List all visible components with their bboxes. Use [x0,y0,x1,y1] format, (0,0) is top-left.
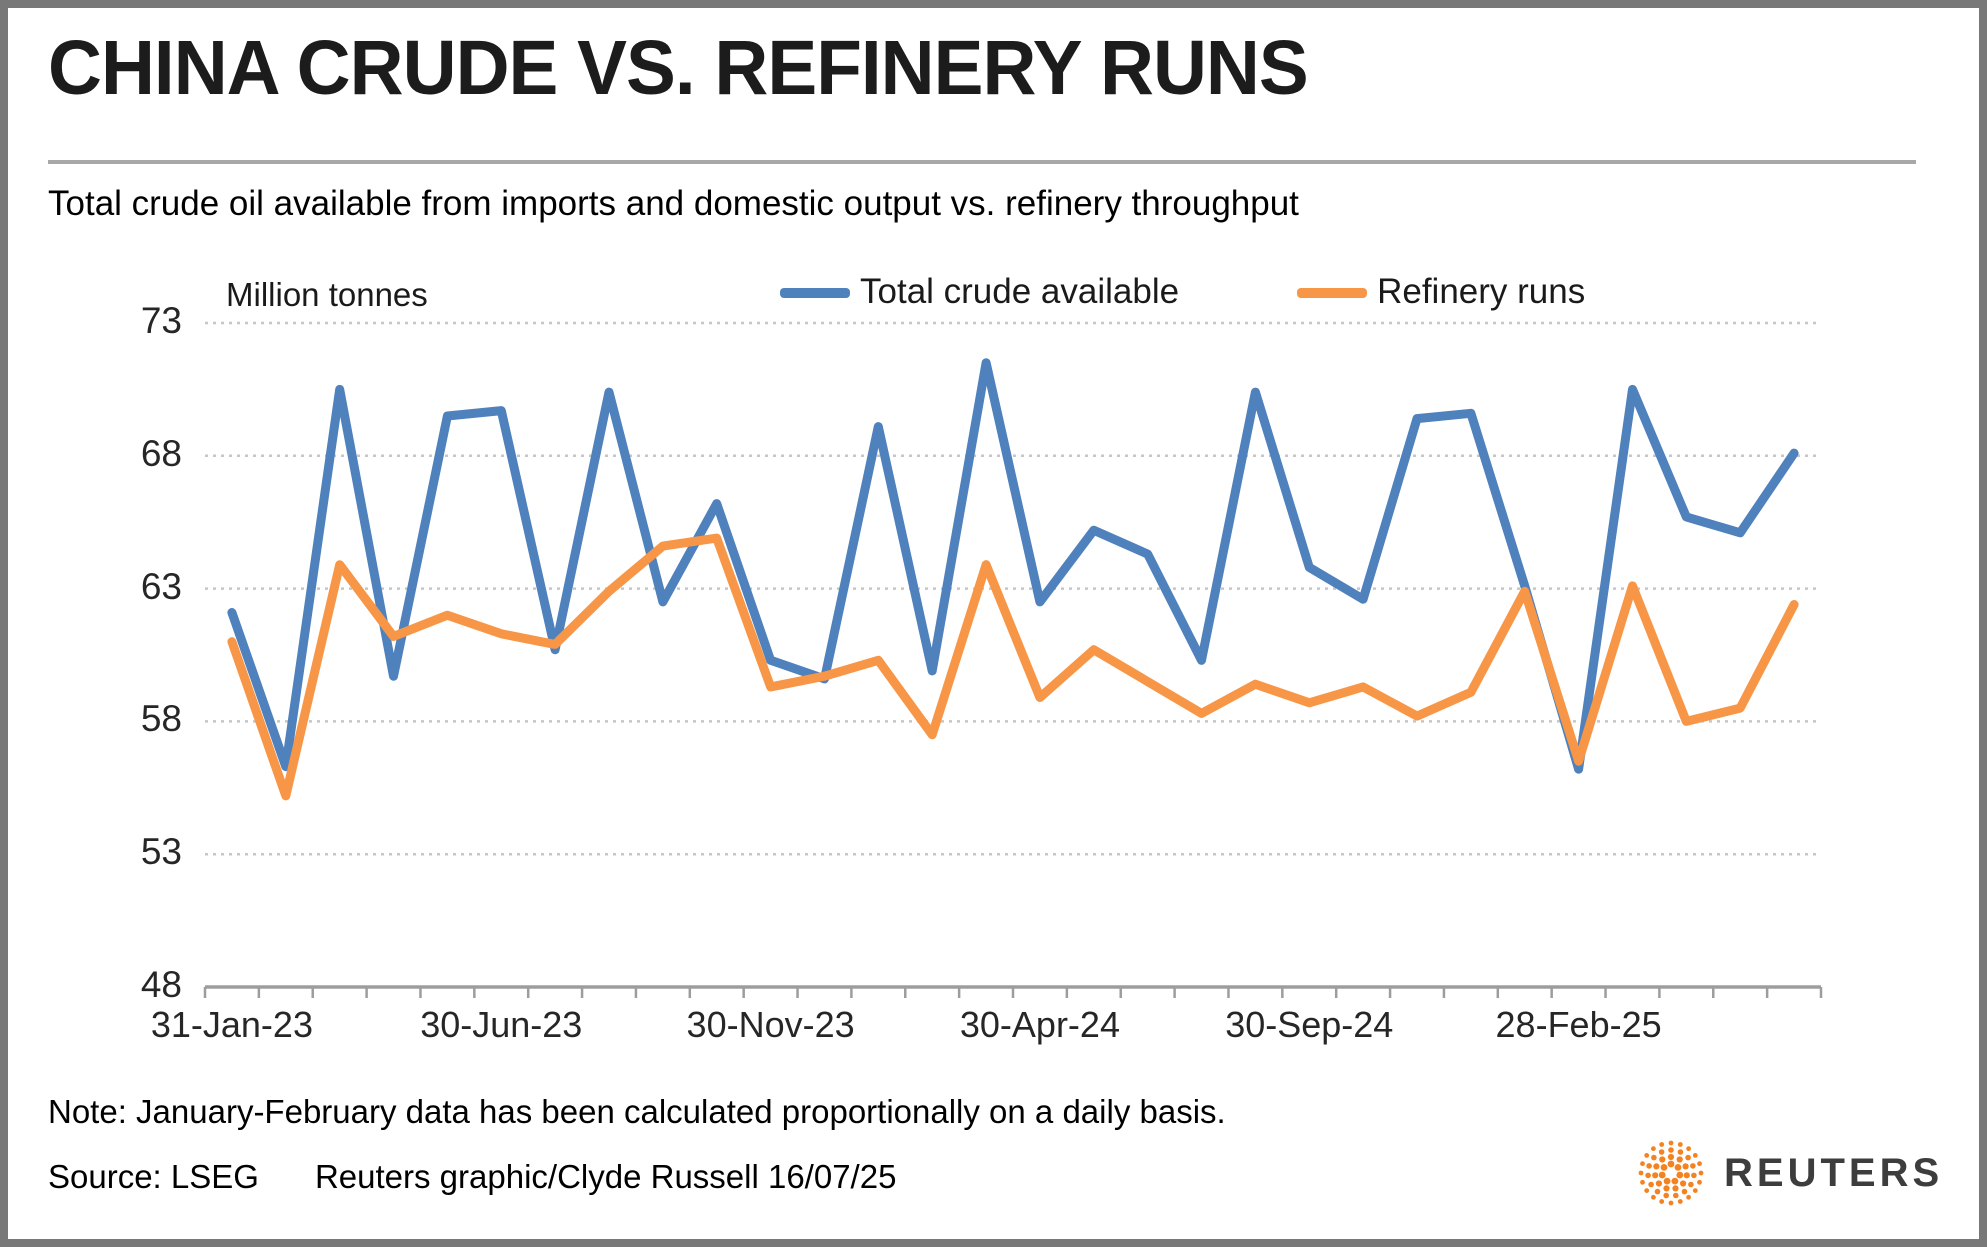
x-tick-label-31-Jan-23: 31-Jan-23 [150,1004,313,1045]
logo-dot [1638,1170,1644,1176]
logo-dot [1698,1170,1704,1176]
logo-dot [1659,1142,1665,1147]
logo-dot [1681,1188,1688,1195]
logo-dot [1677,1142,1683,1147]
logo-dot [1692,1153,1698,1158]
legend-swatch-total-crude-icon [780,288,850,298]
logo-dot [1651,1146,1656,1152]
credit-label: Reuters graphic/Clyde Russell 16/07/25 [314,1158,897,1195]
logo-dot [1640,1179,1645,1185]
y-tick-label-73: 73 [140,300,182,341]
logo-dot [1653,1163,1660,1170]
logo-dot [1667,1153,1675,1161]
logo-dot [1640,1161,1645,1167]
logo-dot [1683,1172,1690,1179]
reuters-logo: REUTERS [1634,1136,1943,1210]
logo-dot [1668,1200,1674,1206]
legend-item-refinery-runs: Refinery runs [1297,272,1585,312]
logo-dot [1659,1199,1665,1204]
logo-dot [1644,1153,1650,1158]
logo-dot [1686,1146,1691,1152]
y-axis-unit-label: Million tonnes [226,276,428,313]
logo-dot [1697,1179,1702,1185]
y-tick-label-58: 58 [140,698,182,740]
logo-dot [1663,1192,1669,1199]
logo-dot [1660,1164,1668,1171]
source-line: Source: LSEG Reuters graphic/Clyde Russe… [48,1158,896,1196]
y-tick-label-48: 48 [140,964,182,1005]
logo-dot [1651,1194,1656,1200]
logo-dot [1674,1164,1682,1171]
legend-label-refinery-runs: Refinery runs [1377,272,1586,311]
y-tick-label-68: 68 [140,432,182,474]
logo-dot [1676,1171,1684,1179]
logo-dot [1659,1156,1666,1163]
logo-dot [1690,1163,1696,1169]
logo-dot [1668,1147,1674,1153]
logo-dot [1676,1156,1683,1163]
source-label: Source: LSEG [48,1158,259,1195]
x-tick-label-30-Jun-23: 30-Jun-23 [420,1004,583,1045]
x-tick-label-28-Feb-25: 28-Feb-25 [1495,1004,1662,1045]
logo-dot [1697,1161,1702,1167]
logo-dot [1692,1188,1698,1193]
logo-dot [1646,1163,1652,1169]
logo-dot [1654,1188,1661,1195]
logo-dot [1663,1177,1671,1185]
y-tick-label-63: 63 [140,565,182,607]
logo-dot [1651,1154,1657,1161]
logo-dot [1652,1172,1659,1179]
page-title: CHINA CRUDE VS. REFINERY RUNS [48,25,1309,111]
logo-dot [1682,1163,1689,1170]
logo-dot [1680,1180,1687,1187]
logo-dot [1658,1149,1665,1155]
logo-dot [1667,1160,1675,1168]
chart-legend: Total crude available Refinery runs [780,272,1585,312]
logo-dot [1677,1199,1683,1204]
logo-dot [1673,1192,1679,1199]
logo-dot [1688,1181,1694,1188]
logo-dot [1677,1149,1684,1155]
series-line-refinery-runs [227,533,1799,801]
y-tick-label-53: 53 [140,831,182,873]
reuters-logo-text: REUTERS [1724,1150,1944,1195]
x-tick-label-30-Nov-23: 30-Nov-23 [686,1004,855,1045]
logo-dot [1644,1188,1650,1193]
logo-dot [1668,1140,1674,1146]
reuters-sunburst-icon [1638,1140,1704,1206]
logo-dot [1658,1171,1666,1179]
logo-dot [1691,1172,1697,1179]
x-tick-label-30-Sep-24: 30-Sep-24 [1225,1004,1394,1045]
logo-dot [1645,1172,1651,1179]
chart-subtitle: Total crude oil available from imports a… [48,184,1299,223]
logo-dot [1648,1181,1654,1188]
x-tick-label-30-Apr-24: 30-Apr-24 [959,1004,1120,1045]
logo-dot [1685,1154,1691,1161]
legend-item-total-crude: Total crude available [780,272,1179,312]
footnote: Note: January-February data has been cal… [48,1093,1226,1130]
logo-dot [1686,1194,1691,1200]
title-divider [48,160,1916,164]
legend-label-total-crude: Total crude available [860,272,1180,311]
legend-swatch-refinery-runs-icon [1297,288,1368,298]
logo-dot [1655,1180,1662,1187]
logo-dot [1672,1185,1679,1192]
line-chart-plot [203,321,1823,998]
logo-dot [1663,1185,1670,1192]
logo-dot [1671,1177,1679,1185]
